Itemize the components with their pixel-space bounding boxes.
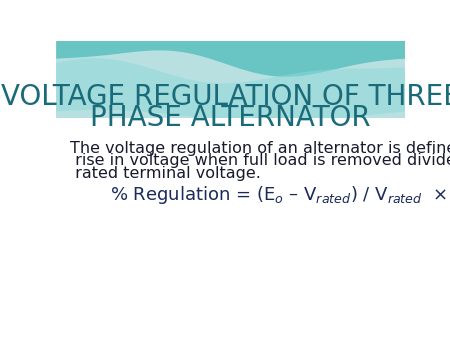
- Bar: [56, 118, 405, 301]
- Text: rated terminal voltage.: rated terminal voltage.: [70, 166, 261, 180]
- Bar: [56, 41, 405, 118]
- Text: rise in voltage when full load is removed divided by the: rise in voltage when full load is remove…: [70, 153, 450, 168]
- Text: VOLTAGE REGULATION OF THREE: VOLTAGE REGULATION OF THREE: [1, 83, 450, 111]
- Text: PHASE ALTERNATOR: PHASE ALTERNATOR: [90, 103, 371, 131]
- Polygon shape: [56, 58, 405, 122]
- Text: The voltage regulation of an alternator is defined as the: The voltage regulation of an alternator …: [70, 141, 450, 156]
- Polygon shape: [56, 41, 405, 77]
- Text: % Regulation = (E$_o$ – V$_{rated}$) / V$_{rated}$  × 100 %: % Regulation = (E$_o$ – V$_{rated}$) / V…: [111, 184, 450, 206]
